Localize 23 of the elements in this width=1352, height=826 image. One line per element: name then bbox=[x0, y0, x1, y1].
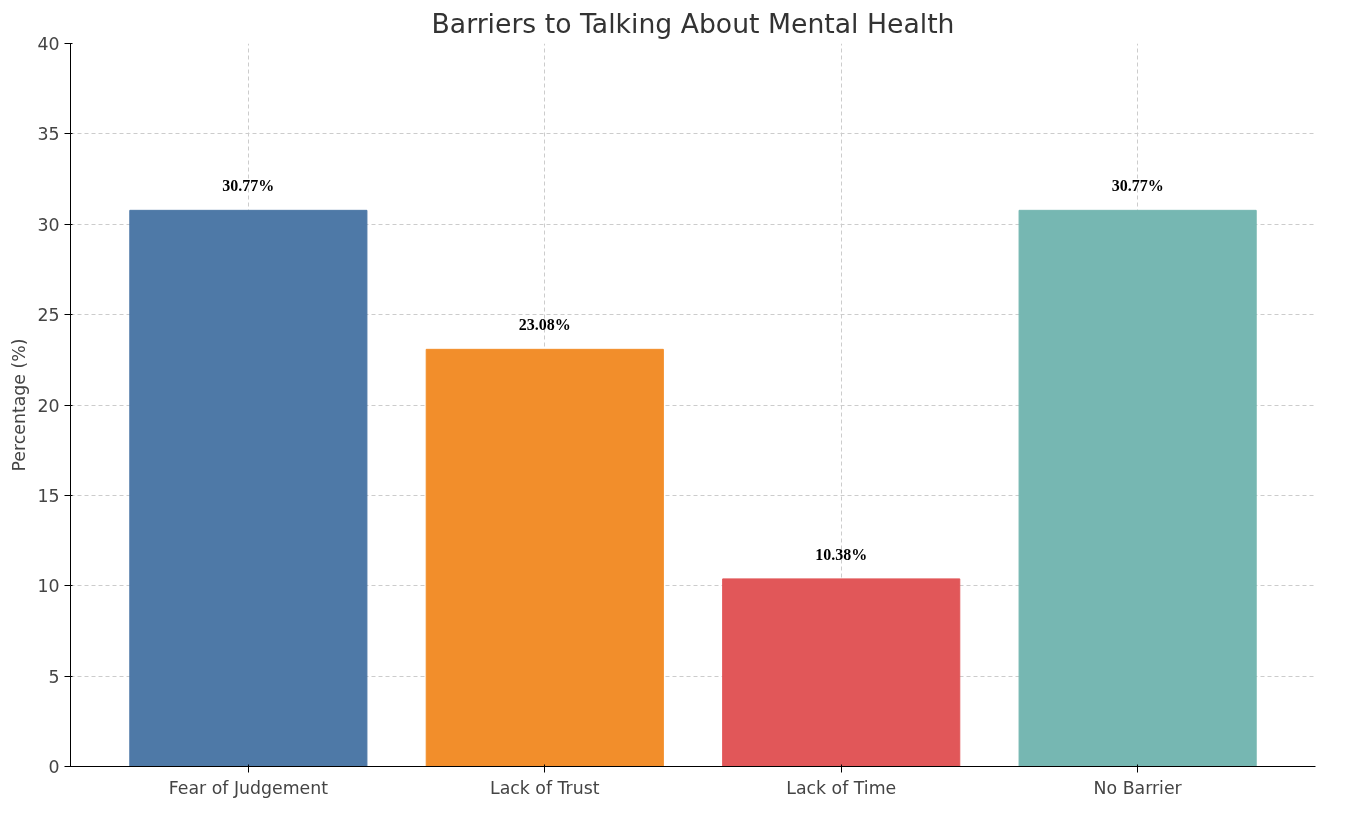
x-tick-label: Lack of Trust bbox=[490, 777, 600, 798]
y-tick-label: 15 bbox=[37, 485, 60, 506]
bar bbox=[129, 209, 368, 767]
y-tick-label: 10 bbox=[37, 576, 60, 597]
y-tick-label: 40 bbox=[37, 34, 60, 54]
y-tick-label: 5 bbox=[48, 666, 60, 687]
x-tick-label: No Barrier bbox=[1093, 777, 1183, 798]
data-label: 23.08% bbox=[518, 316, 571, 334]
y-tick-label: 20 bbox=[37, 395, 60, 416]
y-tick-label: 30 bbox=[37, 214, 60, 235]
data-label: 30.77% bbox=[1111, 177, 1164, 195]
bar bbox=[722, 578, 961, 767]
y-axis-title: Percentage (%) bbox=[9, 338, 30, 472]
data-label: 30.77% bbox=[222, 177, 275, 195]
x-tick-label: Lack of Time bbox=[786, 777, 897, 798]
y-tick-label: 25 bbox=[37, 305, 60, 326]
x-tick-label: Fear of Judgement bbox=[168, 777, 329, 798]
chart-title: Barriers to Talking About Mental Health bbox=[431, 7, 955, 39]
bar bbox=[1018, 209, 1257, 767]
bar bbox=[425, 348, 664, 767]
data-label: 10.38% bbox=[815, 545, 868, 563]
y-tick-label: 0 bbox=[48, 757, 60, 777]
y-tick-label: 35 bbox=[37, 124, 60, 145]
